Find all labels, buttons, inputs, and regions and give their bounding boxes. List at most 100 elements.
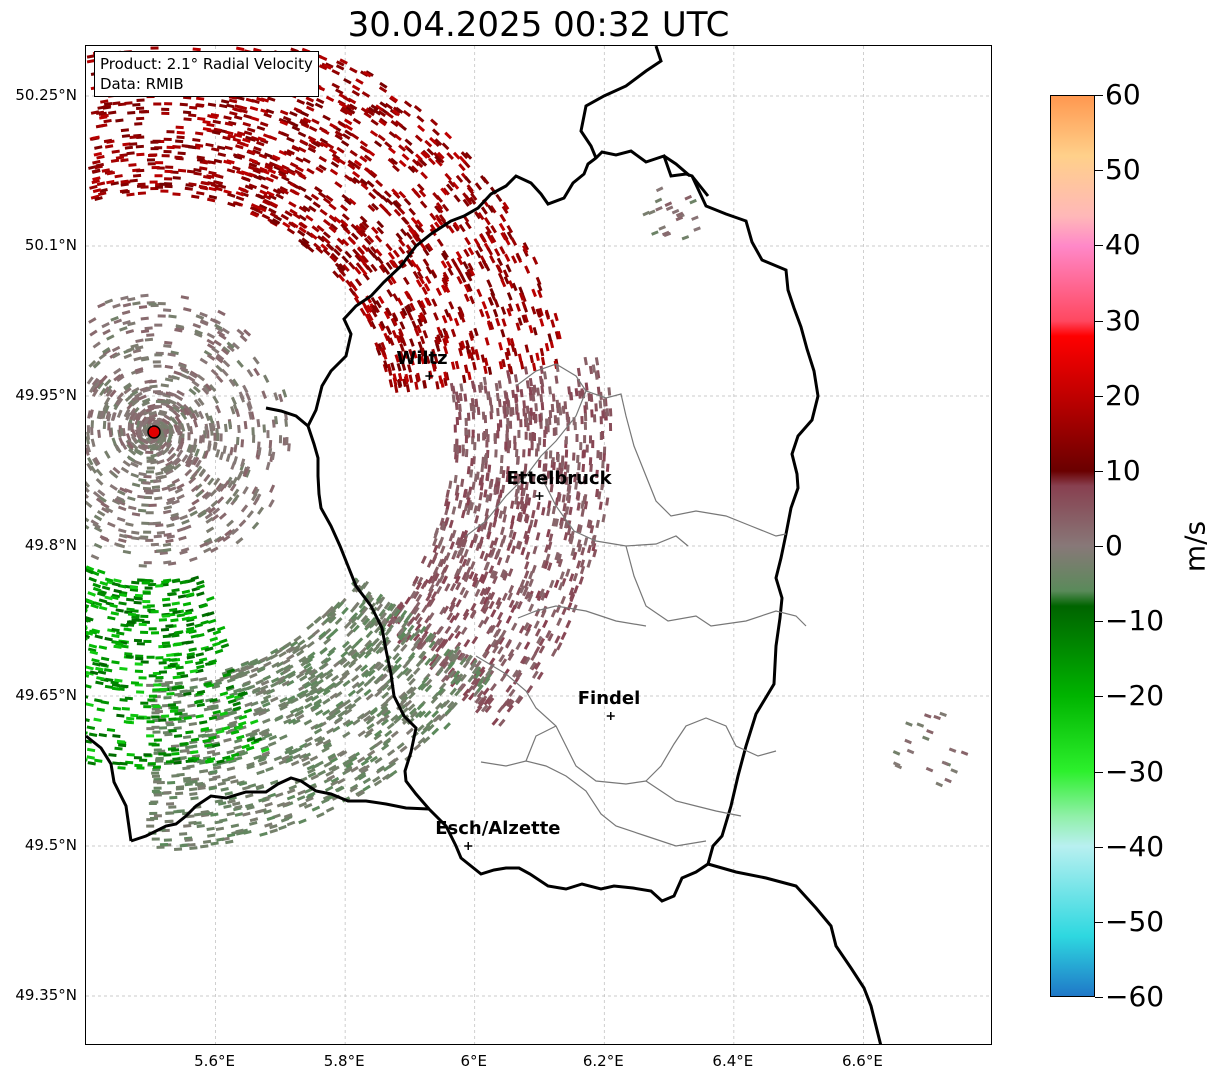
echo-gate <box>86 54 96 59</box>
echo-gate <box>226 766 236 772</box>
echo-gate <box>155 675 164 680</box>
echo-gate <box>166 534 175 540</box>
echo-gate <box>417 314 424 323</box>
echo-gate <box>130 433 137 442</box>
echo-gate <box>100 656 110 662</box>
echo-gate <box>208 186 217 192</box>
echo-gate <box>409 357 415 366</box>
colorbar-tick-mark <box>1095 546 1103 547</box>
echo-gate <box>107 422 111 431</box>
echo-gate <box>389 769 398 777</box>
echo-gate <box>312 628 321 637</box>
echo-gate <box>313 242 322 251</box>
echo-gate <box>444 308 450 318</box>
echo-gate <box>129 142 138 146</box>
echo-gate <box>506 231 514 240</box>
echo-gate <box>191 470 199 479</box>
echo-gate <box>499 526 505 536</box>
echo-gate <box>407 312 414 321</box>
echo-gate <box>542 619 549 629</box>
echo-gate <box>392 644 401 653</box>
echo-gate <box>433 312 439 321</box>
echo-gate <box>904 738 912 745</box>
echo-gate <box>182 524 192 531</box>
echo-gate <box>296 795 306 801</box>
echo-gate <box>229 483 237 492</box>
echo-gate <box>199 357 208 365</box>
echo-gate <box>397 378 403 387</box>
echo-gate <box>556 453 560 463</box>
echo-gate <box>194 331 203 338</box>
echo-gate <box>568 506 573 516</box>
echo-gate <box>167 352 176 357</box>
echo-gate <box>141 397 151 404</box>
echo-gate <box>566 602 573 611</box>
echo-gate <box>506 592 513 601</box>
echo-gate <box>253 367 261 377</box>
echo-gate <box>355 687 364 695</box>
echo-gate <box>532 432 536 441</box>
echo-gate <box>560 595 567 605</box>
echo-gate <box>126 716 135 721</box>
echo-gate <box>444 583 451 592</box>
echo-gate <box>115 155 125 160</box>
echo-gate <box>217 484 225 493</box>
echo-gate <box>506 347 511 357</box>
radar-site-dot <box>147 425 161 439</box>
echo-gate <box>499 538 505 548</box>
echo-gate <box>113 588 122 594</box>
colorbar-tick-label: −60 <box>1105 980 1165 1013</box>
echo-gate <box>398 238 406 247</box>
echo-gate <box>360 107 370 114</box>
echo-gate <box>251 492 258 502</box>
echo-gate <box>365 630 374 639</box>
echo-gate <box>289 188 298 196</box>
echo-gate <box>219 638 228 644</box>
echo-gate <box>206 353 216 361</box>
echo-gate <box>536 309 542 318</box>
echo-gate <box>125 329 135 335</box>
echo-gate <box>404 596 412 605</box>
echo-gate <box>508 280 515 289</box>
echo-gate <box>331 153 341 161</box>
echo-gate <box>101 321 110 329</box>
echo-gate <box>300 110 310 118</box>
echo-gate <box>467 262 474 272</box>
echo-gate <box>225 496 233 505</box>
echo-gate <box>170 512 180 518</box>
east-border <box>579 46 710 197</box>
echo-gate <box>268 161 278 168</box>
echo-gate <box>334 244 343 253</box>
echo-gate <box>162 603 171 608</box>
echo-gate <box>216 535 225 543</box>
echo-gate <box>93 151 103 157</box>
echo-gate <box>170 618 179 623</box>
echo-gate <box>238 391 245 400</box>
echo-gate <box>188 145 197 150</box>
echo-gate <box>104 636 113 642</box>
echo-gate <box>429 136 437 145</box>
echo-gate <box>892 750 901 756</box>
colorbar-tick-mark <box>1095 95 1103 96</box>
echo-gate <box>481 300 488 310</box>
echo-gate <box>416 372 421 382</box>
echo-gate <box>298 221 307 229</box>
echo-gate <box>109 484 118 491</box>
echo-gate <box>334 130 344 138</box>
echo-gate <box>430 270 438 279</box>
echo-gate <box>226 103 235 109</box>
lon-tick-label: 6.4°E <box>712 1052 754 1070</box>
echo-gate <box>184 456 192 465</box>
echo-gate <box>531 288 537 298</box>
echo-gate <box>127 422 132 431</box>
echo-gate <box>305 214 314 222</box>
echo-gate <box>290 760 300 767</box>
echo-gate <box>219 691 229 697</box>
echo-gate <box>462 198 470 207</box>
echo-gate <box>155 756 164 761</box>
echo-gate <box>248 820 258 826</box>
echo-gate <box>208 415 214 424</box>
echo-gate <box>453 474 458 484</box>
echo-gate <box>405 231 413 240</box>
echo-gate <box>272 188 282 195</box>
